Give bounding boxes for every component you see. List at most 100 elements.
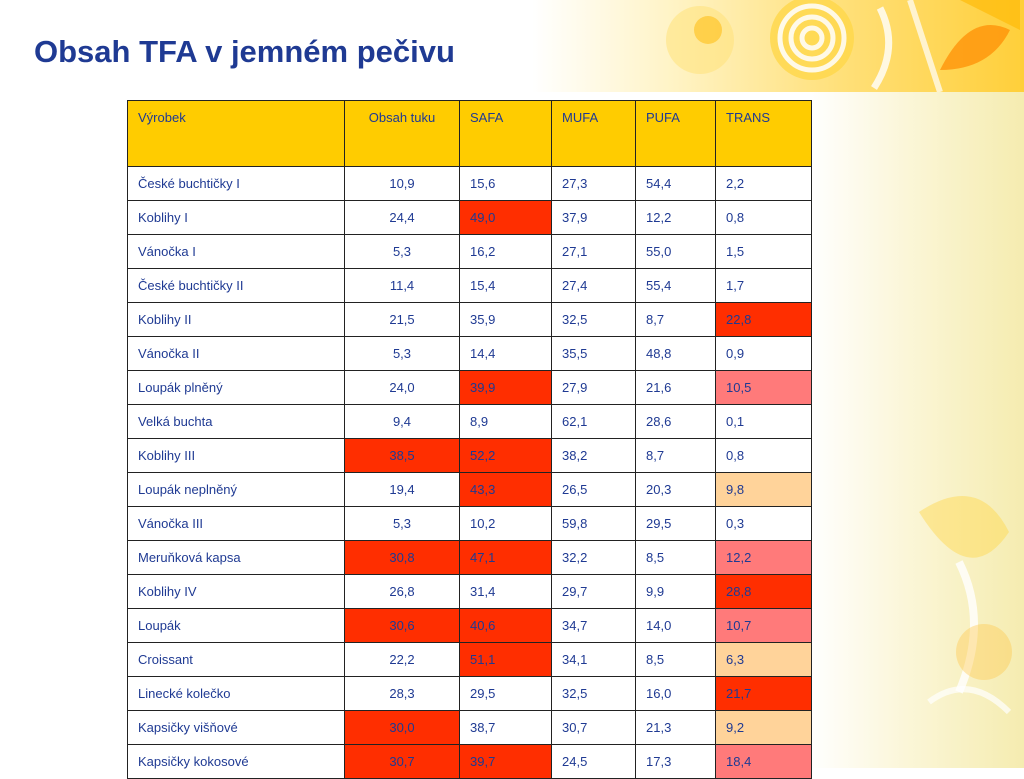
fat-content-cell: 10,9 (344, 166, 460, 201)
mufa-cell: 37,9 (551, 200, 636, 235)
pufa-cell: 28,6 (635, 404, 716, 439)
fat-content-cell: 24,0 (344, 370, 460, 405)
header-decoration (666, 0, 1020, 92)
mufa-cell: 26,5 (551, 472, 636, 507)
pufa-cell: 9,9 (635, 574, 716, 609)
product-cell: Vánočka II (127, 336, 345, 371)
mufa-cell: 27,4 (551, 268, 636, 303)
mufa-cell: 27,3 (551, 166, 636, 201)
fat-content-cell: 5,3 (344, 234, 460, 269)
trans-cell: 18,4 (715, 744, 812, 779)
mufa-cell: 34,1 (551, 642, 636, 677)
table-row: Velká buchta 9,4 8,9 62,1 28,6 0,1 (127, 404, 812, 439)
safa-cell: 38,7 (459, 710, 552, 745)
product-cell: Vánočka I (127, 234, 345, 269)
pufa-cell: 29,5 (635, 506, 716, 541)
trans-cell: 1,7 (715, 268, 812, 303)
trans-cell: 0,8 (715, 438, 812, 473)
table-row: Vánočka I 5,3 16,2 27,1 55,0 1,5 (127, 234, 812, 269)
fat-content-cell: 30,8 (344, 540, 460, 575)
trans-cell: 21,7 (715, 676, 812, 711)
header-safa: SAFA (459, 100, 552, 167)
pufa-cell: 20,3 (635, 472, 716, 507)
table-row: Loupák 30,6 40,6 34,7 14,0 10,7 (127, 608, 812, 643)
table-row: Kapsičky višňové 30,0 38,7 30,7 21,3 9,2 (127, 710, 812, 745)
safa-cell: 43,3 (459, 472, 552, 507)
pufa-cell: 14,0 (635, 608, 716, 643)
table-row: České buchtičky II 11,4 15,4 27,4 55,4 1,7 (127, 268, 812, 303)
trans-cell: 10,7 (715, 608, 812, 643)
pufa-cell: 16,0 (635, 676, 716, 711)
fat-content-cell: 22,2 (344, 642, 460, 677)
pufa-cell: 17,3 (635, 744, 716, 779)
safa-cell: 15,6 (459, 166, 552, 201)
header-band (0, 0, 1024, 92)
product-cell: Loupák (127, 608, 345, 643)
safa-cell: 10,2 (459, 506, 552, 541)
header-vyrobek: Výrobek (127, 100, 345, 167)
mufa-cell: 29,7 (551, 574, 636, 609)
table-row: Loupák plněný 24,0 39,9 27,9 21,6 10,5 (127, 370, 812, 405)
trans-cell: 0,3 (715, 506, 812, 541)
product-cell: České buchtičky I (127, 166, 345, 201)
safa-cell: 39,7 (459, 744, 552, 779)
table-row: Vánočka III 5,3 10,2 59,8 29,5 0,3 (127, 506, 812, 541)
safa-cell: 35,9 (459, 302, 552, 337)
table-row: Koblihy I 24,4 49,0 37,9 12,2 0,8 (127, 200, 812, 235)
table-row: Koblihy III 38,5 52,2 38,2 8,7 0,8 (127, 438, 812, 473)
product-cell: Loupák neplněný (127, 472, 345, 507)
mufa-cell: 62,1 (551, 404, 636, 439)
safa-cell: 29,5 (459, 676, 552, 711)
product-cell: Vánočka III (127, 506, 345, 541)
product-cell: České buchtičky II (127, 268, 345, 303)
table-header-row: Výrobek Obsah tuku SAFA MUFA PUFA TRANS (127, 100, 812, 167)
mufa-cell: 32,5 (551, 676, 636, 711)
safa-cell: 47,1 (459, 540, 552, 575)
mufa-cell: 24,5 (551, 744, 636, 779)
mufa-cell: 59,8 (551, 506, 636, 541)
product-cell: Meruňková kapsa (127, 540, 345, 575)
safa-cell: 31,4 (459, 574, 552, 609)
product-cell: Koblihy III (127, 438, 345, 473)
pufa-cell: 55,4 (635, 268, 716, 303)
fat-content-cell: 30,0 (344, 710, 460, 745)
header-pufa: PUFA (635, 100, 716, 167)
fat-content-cell: 5,3 (344, 506, 460, 541)
trans-cell: 9,8 (715, 472, 812, 507)
safa-cell: 8,9 (459, 404, 552, 439)
pufa-cell: 21,6 (635, 370, 716, 405)
safa-cell: 16,2 (459, 234, 552, 269)
product-cell: Loupák plněný (127, 370, 345, 405)
safa-cell: 14,4 (459, 336, 552, 371)
safa-cell: 40,6 (459, 608, 552, 643)
pufa-cell: 48,8 (635, 336, 716, 371)
header-obsah-tuku: Obsah tuku (344, 100, 460, 167)
fat-content-cell: 11,4 (344, 268, 460, 303)
table-row: Koblihy II 21,5 35,9 32,5 8,7 22,8 (127, 302, 812, 337)
table-row: Koblihy IV 26,8 31,4 29,7 9,9 28,8 (127, 574, 812, 609)
product-cell: Croissant (127, 642, 345, 677)
product-cell: Kapsičky višňové (127, 710, 345, 745)
trans-cell: 2,2 (715, 166, 812, 201)
trans-cell: 28,8 (715, 574, 812, 609)
side-decoration-band (809, 92, 1024, 768)
pufa-cell: 54,4 (635, 166, 716, 201)
table-row: Croissant 22,2 51,1 34,1 8,5 6,3 (127, 642, 812, 677)
product-cell: Koblihy II (127, 302, 345, 337)
mufa-cell: 32,5 (551, 302, 636, 337)
trans-cell: 0,1 (715, 404, 812, 439)
pufa-cell: 55,0 (635, 234, 716, 269)
trans-cell: 22,8 (715, 302, 812, 337)
fat-content-cell: 38,5 (344, 438, 460, 473)
header-trans: TRANS (715, 100, 812, 167)
safa-cell: 39,9 (459, 370, 552, 405)
tfa-table: Výrobek Obsah tuku SAFA MUFA PUFA TRANS … (127, 100, 812, 779)
fat-content-cell: 24,4 (344, 200, 460, 235)
safa-cell: 51,1 (459, 642, 552, 677)
fat-content-cell: 21,5 (344, 302, 460, 337)
side-decoration (919, 496, 1012, 715)
pufa-cell: 8,5 (635, 642, 716, 677)
product-cell: Linecké kolečko (127, 676, 345, 711)
product-cell: Koblihy IV (127, 574, 345, 609)
pufa-cell: 12,2 (635, 200, 716, 235)
